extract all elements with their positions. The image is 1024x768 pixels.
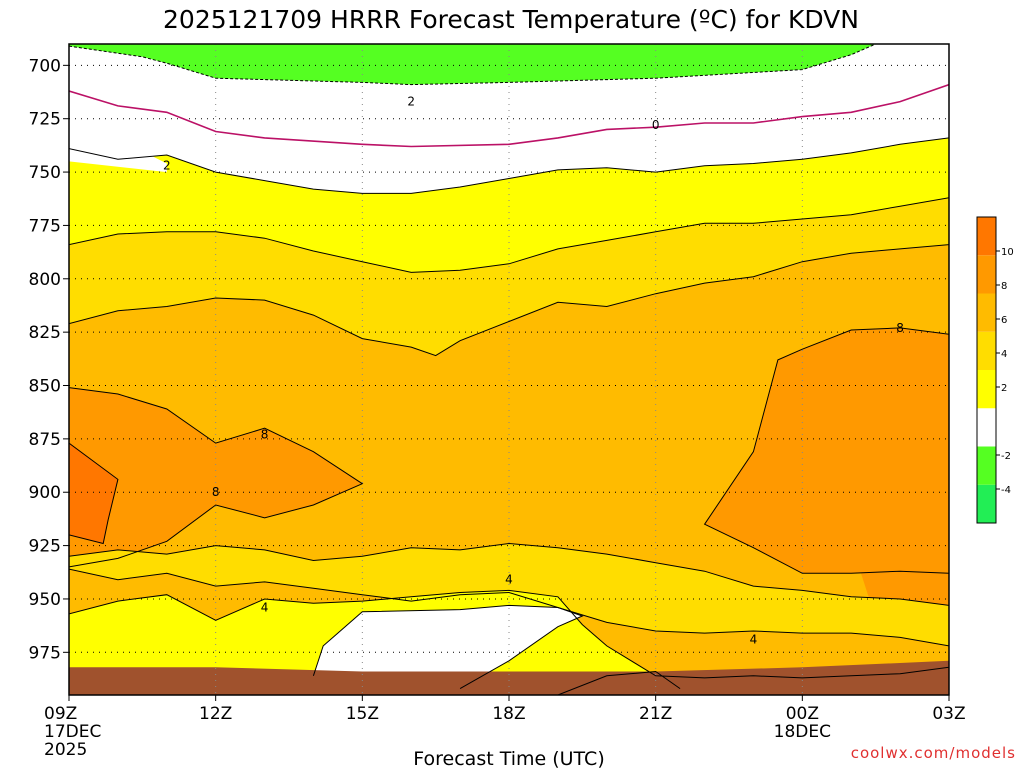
- y-tick-label: 700: [29, 56, 61, 76]
- colorbar-tick-label: -2: [1001, 451, 1011, 462]
- temperature-region: [69, 387, 363, 567]
- y-tick-label: 950: [29, 590, 61, 610]
- colorbar-swatch: [977, 408, 996, 447]
- y-tick-label: 800: [29, 270, 61, 290]
- colorbar-swatch: [977, 293, 996, 332]
- y-tick-label: 875: [29, 430, 61, 450]
- x-axis-label: Forecast Time (UTC): [413, 748, 604, 768]
- contour-label: 4: [505, 573, 513, 587]
- contour-line: [312, 604, 584, 690]
- contour-label: 2: [163, 159, 171, 173]
- contour-label: 8: [212, 485, 220, 499]
- colorbar-swatch: [977, 331, 996, 370]
- colorbar-swatch: [977, 255, 996, 294]
- contour-line: [69, 589, 949, 679]
- contour-line: [69, 387, 364, 568]
- contour-line: [69, 244, 949, 357]
- colorbar-swatch: [977, 217, 996, 256]
- colorbar-tick-label: 10: [1001, 247, 1014, 258]
- contour-label: 2: [407, 95, 415, 109]
- y-tick-label: 825: [29, 323, 61, 343]
- colorbar-swatch: [977, 484, 996, 523]
- axes: 70072575077580082585087590092595097509Z1…: [29, 56, 966, 760]
- x-tick-date: 18DEC: [774, 722, 831, 742]
- contour-label: 0: [652, 118, 660, 132]
- contour-labels: 2 0 2 8 8 8 4 4 4: [163, 95, 904, 647]
- y-tick-label: 900: [29, 483, 61, 503]
- x-tick-label: 00Z: [786, 704, 819, 724]
- contour-line: [69, 442, 119, 545]
- temperature-region: [69, 443, 118, 544]
- x-tick-label: 03Z: [932, 704, 965, 724]
- x-tick-year: 2025: [44, 740, 87, 760]
- x-tick-label: 12Z: [199, 704, 232, 724]
- contour-label: 4: [750, 633, 758, 647]
- x-tick-date: 17DEC: [44, 722, 101, 742]
- contour-line: [69, 197, 949, 273]
- contour-line: [69, 44, 876, 86]
- x-tick-label: 18Z: [492, 704, 525, 724]
- contour-line: [69, 568, 949, 647]
- colorbar-swatch: [977, 446, 996, 485]
- y-tick-label: 925: [29, 537, 61, 557]
- colorbar-tick-label: 8: [1001, 281, 1007, 292]
- contour-line: [69, 137, 949, 194]
- y-tick-label: 975: [29, 643, 61, 663]
- y-tick-label: 775: [29, 216, 61, 236]
- ground-surface: [69, 660, 949, 695]
- colorbar-tick-label: 2: [1001, 383, 1007, 394]
- y-tick-label: 750: [29, 163, 61, 183]
- contour-line: [557, 670, 681, 695]
- credit-link[interactable]: coolwx.com/models: [851, 744, 1016, 762]
- contour-line: [703, 327, 949, 574]
- colorbar-tick-label: -4: [1001, 485, 1011, 496]
- contour-lines: [69, 44, 949, 695]
- x-tick-label: 15Z: [346, 704, 379, 724]
- colorbar-tick-label: 6: [1001, 315, 1007, 326]
- colorbar: -4 -2 2 4 6 8 10: [976, 216, 1014, 524]
- colorbar-frame: [976, 216, 997, 524]
- colorbar-tick-label: 4: [1001, 349, 1007, 360]
- contour-label: 8: [896, 321, 904, 335]
- plot-area: [69, 44, 949, 695]
- temperature-region: [69, 44, 876, 85]
- contour-line: [69, 542, 949, 606]
- contour-label: 4: [261, 600, 269, 614]
- x-tick-label: 09Z: [44, 704, 77, 724]
- chart-title: 2025121709 HRRR Forecast Temperature (ºC…: [163, 5, 859, 34]
- y-tick-label: 850: [29, 377, 61, 397]
- contour-label: 8: [261, 428, 269, 442]
- y-tick-label: 725: [29, 110, 61, 130]
- x-tick-label: 21Z: [639, 704, 672, 724]
- temperature-region: [69, 44, 167, 173]
- contour-line: [69, 83, 949, 148]
- colorbar-swatch: [977, 370, 996, 409]
